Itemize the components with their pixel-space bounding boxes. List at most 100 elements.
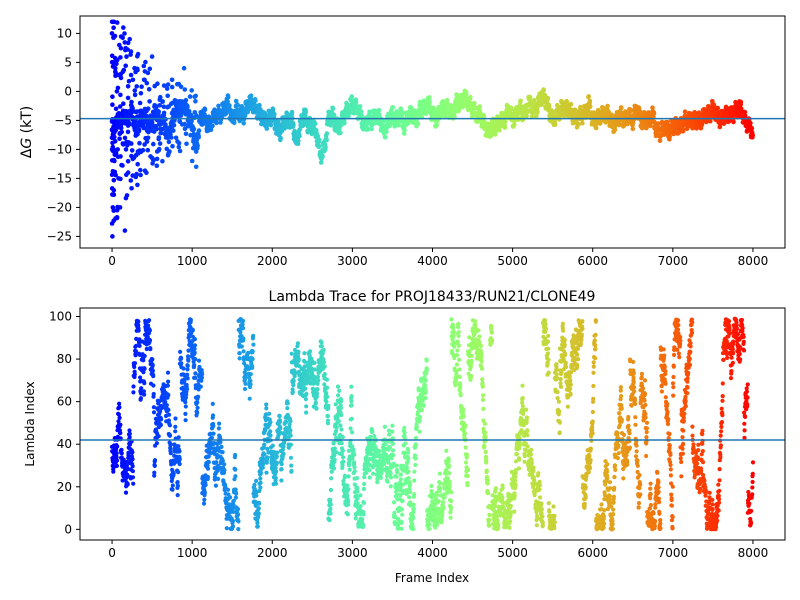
top-data-point — [109, 221, 115, 226]
bottom-data-point — [196, 394, 201, 399]
bottom-data-point — [446, 458, 451, 463]
bottom-data-point — [193, 375, 198, 380]
top-data-point — [552, 122, 558, 127]
bottom-data-point — [168, 442, 173, 447]
top-data-point — [169, 77, 175, 83]
top-data-point — [431, 107, 436, 112]
bottom-data-point — [486, 490, 491, 496]
top-data-point — [109, 53, 115, 59]
bottom-data-point — [413, 443, 418, 448]
top-data-point — [139, 84, 144, 89]
bottom-data-point — [465, 473, 470, 479]
bottom-data-point — [400, 512, 405, 517]
top-data-point — [750, 132, 755, 138]
bottom-data-point — [345, 483, 350, 488]
bottom-data-point — [118, 422, 123, 427]
bottom-data-point — [176, 470, 181, 475]
bottom-data-point — [325, 414, 330, 419]
bottom-data-point — [152, 463, 157, 468]
bottom-data-point — [448, 507, 453, 512]
top-data-point — [125, 143, 130, 148]
bottom-data-point — [322, 364, 327, 369]
top-data-point — [122, 228, 128, 233]
top-data-point — [568, 102, 574, 107]
top-data-point — [165, 82, 171, 87]
bottom-data-point — [457, 367, 462, 372]
bottom-data-point — [251, 342, 256, 347]
bottom-data-point — [151, 383, 156, 388]
top-data-point — [114, 57, 120, 63]
bottom-data-point — [463, 423, 468, 428]
bottom-data-point — [114, 458, 120, 463]
bottom-data-point — [210, 413, 216, 418]
bottom-data-point — [412, 478, 417, 483]
bottom-data-point — [455, 348, 460, 353]
bottom-data-point — [277, 413, 282, 419]
bottom-data-point — [119, 451, 124, 456]
bottom-data-point — [154, 441, 159, 446]
bottom-data-point — [424, 358, 429, 363]
bottom-data-point — [388, 475, 394, 480]
bottom-data-point — [150, 368, 155, 373]
bottom-data-point — [456, 330, 461, 335]
bottom-data-point — [295, 341, 300, 346]
bottom-data-point — [336, 393, 341, 398]
bottom-data-point — [444, 448, 449, 453]
top-y-tick-label: 5 — [64, 55, 72, 69]
bottom-data-point — [348, 426, 353, 431]
bottom-data-point — [222, 462, 227, 467]
top-data-point — [384, 129, 389, 135]
top-data-point — [135, 161, 140, 167]
bottom-data-point — [185, 363, 190, 368]
bottom-data-point — [371, 471, 376, 476]
top-data-point — [169, 135, 174, 140]
bottom-data-point — [483, 449, 488, 454]
top-data-point — [139, 123, 144, 128]
bottom-data-point — [358, 493, 363, 498]
bottom-data-point — [493, 486, 498, 491]
top-data-point — [518, 98, 523, 104]
bottom-data-point — [446, 463, 452, 468]
top-data-point — [113, 216, 118, 221]
bottom-data-point — [277, 419, 283, 424]
bottom-data-point — [130, 457, 135, 462]
bottom-data-point — [216, 426, 221, 431]
top-data-point — [183, 131, 189, 137]
bottom-data-point — [289, 463, 294, 468]
top-data-point — [587, 98, 593, 104]
top-data-point — [164, 86, 170, 91]
top-data-point — [347, 110, 353, 116]
bottom-data-point — [410, 527, 416, 532]
bottom-data-point — [482, 444, 487, 449]
top-data-point — [708, 118, 713, 124]
bottom-data-point — [465, 483, 470, 488]
bottom-data-point — [238, 330, 243, 335]
bottom-data-point — [139, 386, 144, 391]
bottom-data-point — [412, 492, 417, 497]
top-data-point — [175, 81, 180, 87]
top-data-point — [165, 93, 170, 99]
top-data-point — [109, 19, 115, 25]
bottom-data-point — [114, 451, 119, 456]
bottom-data-point — [394, 463, 399, 468]
bottom-data-point — [279, 462, 284, 467]
bottom-data-point — [338, 423, 343, 428]
bottom-data-point — [331, 466, 337, 471]
top-data-point — [113, 152, 118, 157]
bottom-data-point — [183, 418, 188, 423]
top-data-point — [545, 95, 551, 101]
top-data-point — [464, 91, 469, 97]
top-data-point — [331, 112, 337, 118]
bottom-data-point — [478, 343, 484, 348]
top-data-point — [110, 64, 116, 69]
bottom-data-point — [451, 325, 456, 330]
bottom-data-point — [130, 450, 135, 455]
top-data-point — [742, 113, 748, 118]
bottom-data-point — [427, 522, 432, 527]
top-panel: 0 1000 2000 3000 4000 5000 6000 7000 8000 −25−20… — [19, 15, 786, 268]
top-data-point — [468, 94, 473, 100]
bottom-data-point — [390, 423, 395, 428]
bottom-data-point — [423, 395, 428, 401]
bottom-data-point — [142, 392, 147, 397]
top-data-point — [749, 126, 755, 131]
